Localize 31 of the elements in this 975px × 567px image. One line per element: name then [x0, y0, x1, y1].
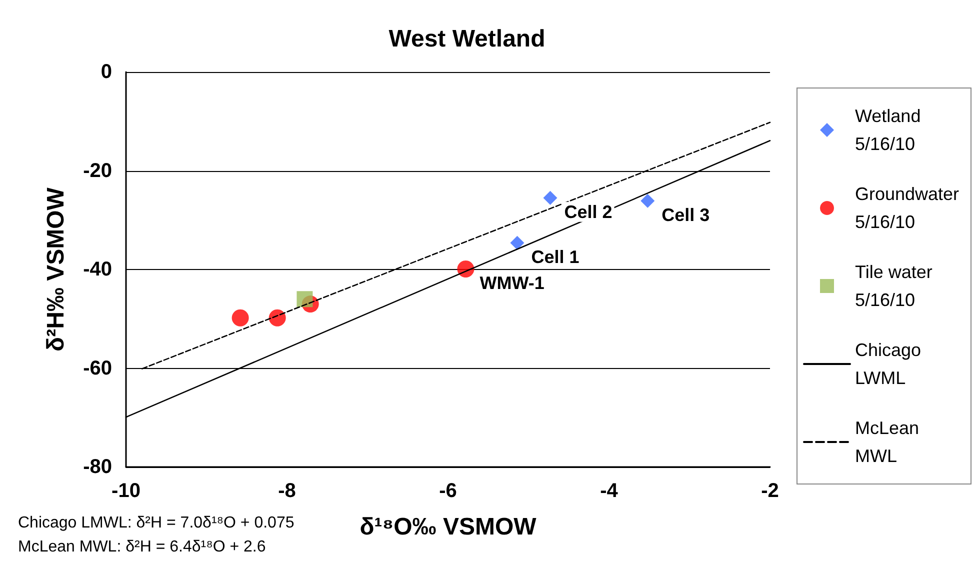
x-tick-label: -4 — [600, 480, 619, 502]
y-tick-label: -40 — [83, 258, 112, 280]
annotation: Cell 2 — [564, 202, 612, 222]
point — [268, 309, 286, 326]
point — [510, 236, 524, 250]
text: McLean MWL: δ²H = 6.4δ¹⁸O + 2.6 — [18, 538, 266, 556]
y-tick-label: 0 — [100, 61, 112, 83]
x-tick-label: -10 — [112, 480, 140, 502]
legend-label: Groundwater 5/16/10 — [855, 184, 960, 232]
x-axis-title: δ¹⁸O‰ VSMOW — [360, 514, 537, 540]
point — [296, 291, 313, 308]
x-tick-label: -6 — [439, 480, 457, 502]
chart-title: West Wetland — [388, 26, 546, 52]
text: Chicago LMWL: δ²H = 7.0δ¹⁸O + 0.075 — [18, 514, 294, 532]
legend-label: Wetland 5/16/10 — [855, 106, 921, 154]
point — [543, 190, 558, 205]
legend-label: Chicago LWML — [855, 340, 922, 388]
point — [457, 260, 474, 278]
y-tick-label: -20 — [83, 160, 112, 182]
annotation: Cell 1 — [531, 246, 580, 267]
annotation: WMW-1 — [480, 273, 544, 294]
legend-label: Tile water 5/16/10 — [855, 262, 932, 310]
legend-label: McLean MWL — [855, 418, 920, 466]
y-tick-label: -60 — [83, 357, 112, 380]
x-tick-label: -8 — [278, 480, 296, 502]
point — [640, 194, 655, 208]
annotation: Cell 3 — [662, 204, 710, 225]
point — [232, 309, 249, 326]
y-tick-label: -80 — [83, 456, 112, 478]
x-tick-label: -2 — [761, 480, 779, 502]
y-axis-title: δ²H‰ VSMOW — [42, 187, 70, 352]
